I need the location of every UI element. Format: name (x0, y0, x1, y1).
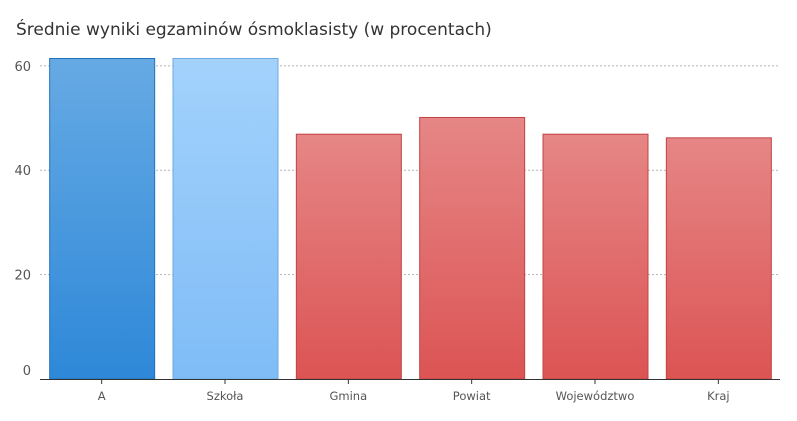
y-tick-label: 40 (14, 164, 31, 179)
bar-a[interactable] (49, 58, 156, 380)
axis-labels: 0 20 40 60 A Szkoła Gmina Powiat Województwo Kraj (14, 60, 729, 403)
y-tick-label: 20 (14, 269, 31, 284)
x-tick-label: Województwo (556, 389, 635, 403)
y-tick-label: 60 (14, 60, 31, 75)
bars (49, 58, 772, 380)
y-tick-label: 0 (23, 364, 31, 379)
x-tick-label: Powiat (453, 389, 491, 403)
bar-gmina[interactable] (295, 133, 402, 380)
bar-szkoła[interactable] (172, 58, 279, 380)
x-tick-label: Kraj (707, 389, 730, 403)
bar-powiat[interactable] (419, 116, 526, 380)
bar-kraj[interactable] (665, 137, 772, 380)
chart-title: Średnie wyniki egzaminów ósmoklasisty (w… (16, 20, 492, 40)
axes (40, 379, 780, 384)
x-tick-label: Szkoła (207, 389, 244, 403)
x-tick-label: Gmina (330, 389, 368, 403)
bar-województwo[interactable] (542, 133, 649, 380)
grid-lines (40, 65, 780, 276)
x-tick-label: A (98, 389, 106, 403)
